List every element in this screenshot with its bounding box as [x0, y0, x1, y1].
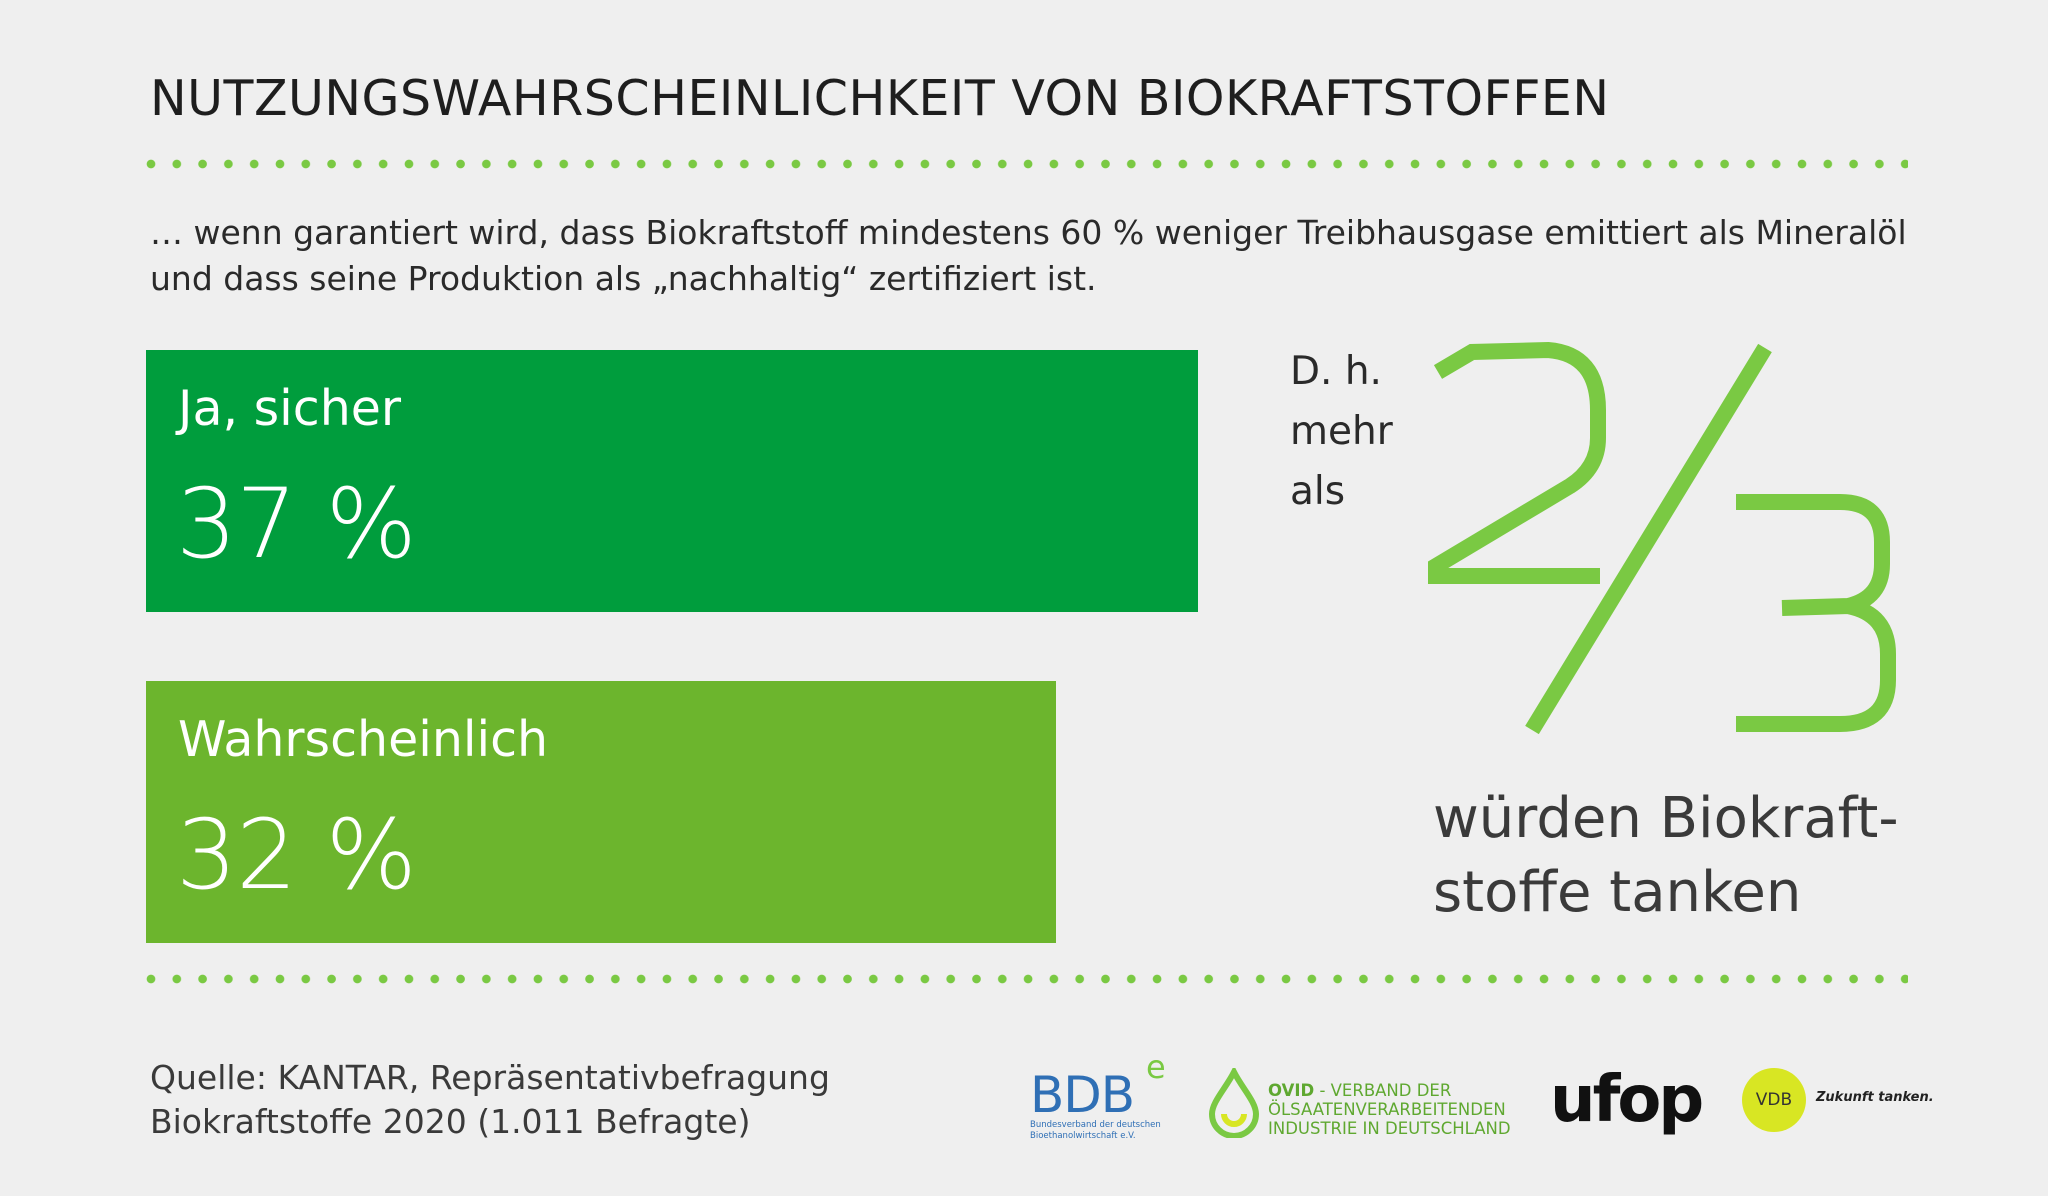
bar-value-label: 32 % [176, 799, 417, 911]
bar-label: Ja, sicher [178, 380, 402, 437]
vdb-logo-tagline: Zukunft tanken. [1816, 1090, 1934, 1105]
subtitle: … wenn garantiert wird, dass Biokraftsto… [150, 210, 1907, 302]
bdb-logo-mark: BDB [1030, 1066, 1135, 1124]
ovid-name: OVID [1268, 1081, 1315, 1100]
source-line-1: Quelle: KANTAR, Repräsentativbefragung [150, 1058, 830, 1097]
subtitle-line-2: und dass seine Produktion als „nachhalti… [150, 259, 1097, 298]
fraction-numerator-2 [1428, 341, 1606, 584]
bdb-logo: BDB e Bundesverband der deutschen Bioeth… [1030, 1048, 1180, 1141]
fraction-slash [1525, 343, 1772, 735]
ovid-line-1-rest: - VERBAND DER [1314, 1081, 1452, 1100]
bar-value-label: 37 % [176, 468, 417, 580]
fraction-two-thirds [1428, 341, 1896, 735]
conclusion-line-2: stoffe tanken [1433, 860, 1802, 925]
ovid-line-2: ÖLSAATENVERARBEITENDEN [1268, 1100, 1506, 1119]
bar-ja-sicher: Ja, sicher 37 % [146, 350, 1198, 612]
bdb-caption-line-1: Bundesverband der deutschen [1030, 1120, 1161, 1130]
bdb-logo-sup: e [1146, 1048, 1166, 1086]
highlight-prefix-line-1: D. h. [1290, 349, 1382, 394]
ovid-line-1: OVID - VERBAND DER [1268, 1081, 1511, 1100]
dotted-divider-bottom [146, 974, 1908, 984]
ufop-logo: ufop [1550, 1063, 1704, 1137]
highlight-prefix-line-3: als [1290, 469, 1346, 514]
ovid-logo-text: OVID - VERBAND DER ÖLSAATENVERARBEITENDE… [1268, 1081, 1511, 1138]
ovid-line-3: INDUSTRIE IN DEUTSCHLAND [1268, 1119, 1511, 1138]
ovid-logo: OVID - VERBAND DER ÖLSAATENVERARBEITENDE… [1206, 1068, 1511, 1138]
dotted-divider-top [146, 159, 1908, 169]
highlight-prefix-line-2: mehr [1290, 409, 1393, 454]
source-note: Quelle: KANTAR, Repräsentativbefragung B… [150, 1056, 830, 1144]
bdb-logo-caption: Bundesverband der deutschen Bioethanolwi… [1030, 1120, 1161, 1142]
bar-wahrscheinlich: Wahrscheinlich 32 % [146, 681, 1056, 943]
subtitle-line-1: … wenn garantiert wird, dass Biokraftsto… [150, 213, 1907, 252]
fraction-denominator-3 [1736, 494, 1896, 732]
highlight-conclusion: würden Biokraft- stoffe tanken [1433, 782, 1899, 930]
bar-label: Wahrscheinlich [178, 711, 549, 768]
conclusion-line-1: würden Biokraft- [1433, 786, 1899, 851]
vdb-logo-mark: VDB [1742, 1068, 1806, 1132]
page-title: NUTZUNGSWAHRSCHEINLICHKEIT VON BIOKRAFTS… [150, 70, 1610, 127]
vdb-logo: VDB Zukunft tanken. [1742, 1068, 1934, 1132]
source-line-2: Biokraftstoffe 2020 (1.011 Befragte) [150, 1102, 751, 1141]
highlight-prefix: D. h. mehr als [1290, 342, 1393, 522]
oil-drop-icon [1208, 1068, 1260, 1138]
bdb-caption-line-2: Bioethanolwirtschaft e.V. [1030, 1131, 1136, 1141]
